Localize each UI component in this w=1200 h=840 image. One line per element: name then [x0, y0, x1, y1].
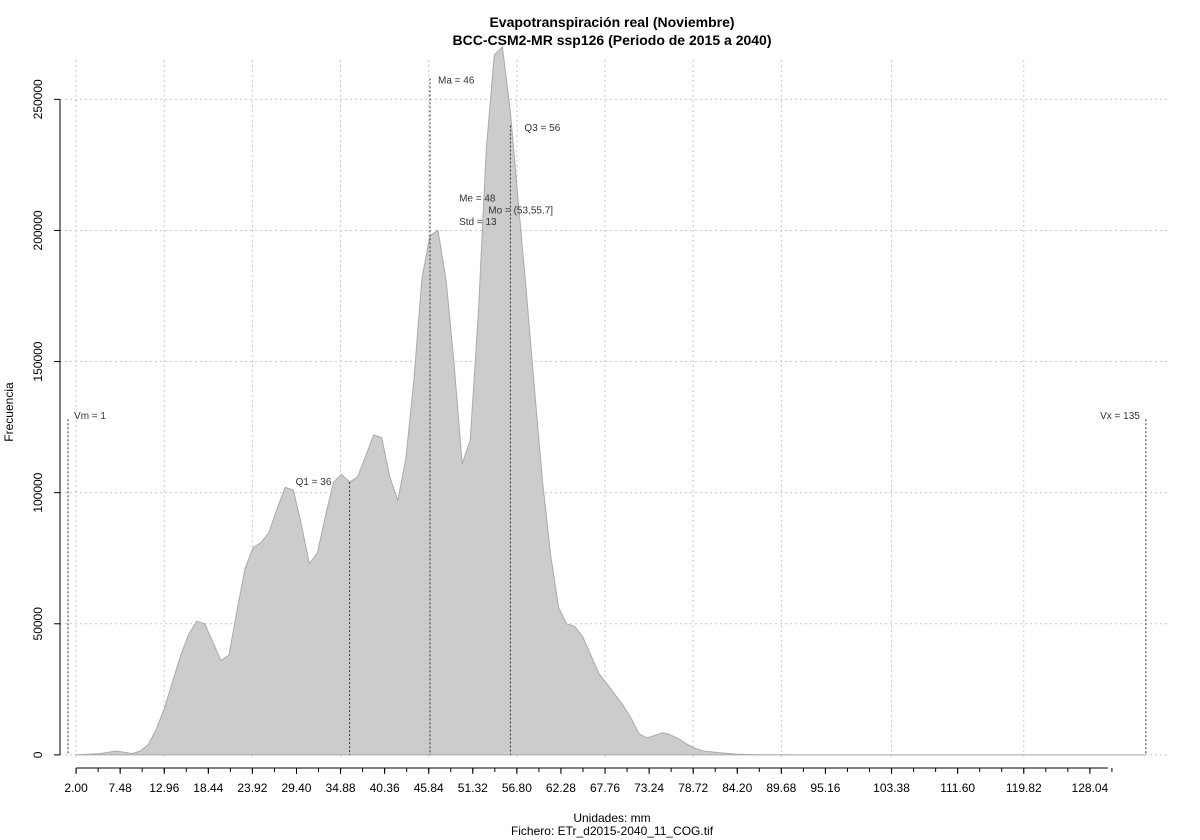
area-layer [74, 45, 1147, 756]
std-label: Std = 13 [459, 217, 497, 228]
y-tick-label: 100000 [31, 472, 45, 512]
x-tick-label: 56.80 [502, 781, 532, 795]
x-tick-label: 111.60 [940, 781, 975, 795]
x-tick-label: 29.40 [281, 781, 311, 795]
grid-layer [60, 60, 1170, 758]
chart-title: Evapotranspiración real (Noviembre) [489, 14, 734, 30]
y-tick-label: 250000 [31, 79, 45, 119]
axes: 0 50000 100000 150000 200000 250000 2.00 7.48 12… [31, 79, 1113, 795]
mode-label: Mo = (53,55.7] [488, 205, 553, 216]
q3-label: Q3 = 56 [524, 123, 560, 134]
x-tick-label: 7.48 [108, 781, 132, 795]
x-tick-label: 18.44 [193, 781, 223, 795]
x-tick-label: 23.92 [237, 781, 267, 795]
x-tick-label: 67.76 [590, 781, 620, 795]
frequency-area [74, 45, 1147, 756]
q1-label: Q1 = 36 [296, 477, 332, 488]
x-tick-label: 45.84 [414, 781, 444, 795]
y-tick-label: 200000 [31, 210, 45, 250]
x-tick-label: 128.04 [1072, 781, 1109, 795]
x-axis-label: Unidades: mm [573, 811, 650, 825]
x-tick-label: 84.20 [722, 781, 752, 795]
y-axis-label: Frecuencia [2, 382, 16, 442]
x-tick-label: 62.28 [546, 781, 576, 795]
x-tick-label: 51.32 [458, 781, 488, 795]
y-tick-label: 150000 [31, 341, 45, 381]
mean-label: Ma = 46 [438, 76, 475, 87]
x-tick-label: 12.96 [149, 781, 179, 795]
x-tick-label: 2.00 [64, 781, 88, 795]
vx-label: Vx = 135 [1100, 411, 1140, 422]
x-tick-label: 73.24 [634, 781, 664, 795]
y-tick-label: 50000 [31, 607, 45, 641]
x-tick-label: 40.36 [370, 781, 400, 795]
median-label: Me = 48 [459, 194, 496, 205]
chart-caption: Fichero: ETr_d2015-2040_11_COG.tif [511, 824, 714, 838]
chart-subtitle: BCC-CSM2-MR ssp126 (Periodo de 2015 a 20… [453, 32, 772, 48]
x-tick-label: 103.38 [873, 781, 910, 795]
x-tick-label: 89.68 [766, 781, 796, 795]
x-tick-label: 34.88 [326, 781, 356, 795]
x-tick-label: 119.82 [1006, 781, 1042, 795]
x-tick-label: 95.16 [810, 781, 840, 795]
vm-label: Vm = 1 [74, 411, 106, 422]
x-tick-label: 78.72 [678, 781, 708, 795]
y-tick-label: 0 [31, 751, 45, 758]
